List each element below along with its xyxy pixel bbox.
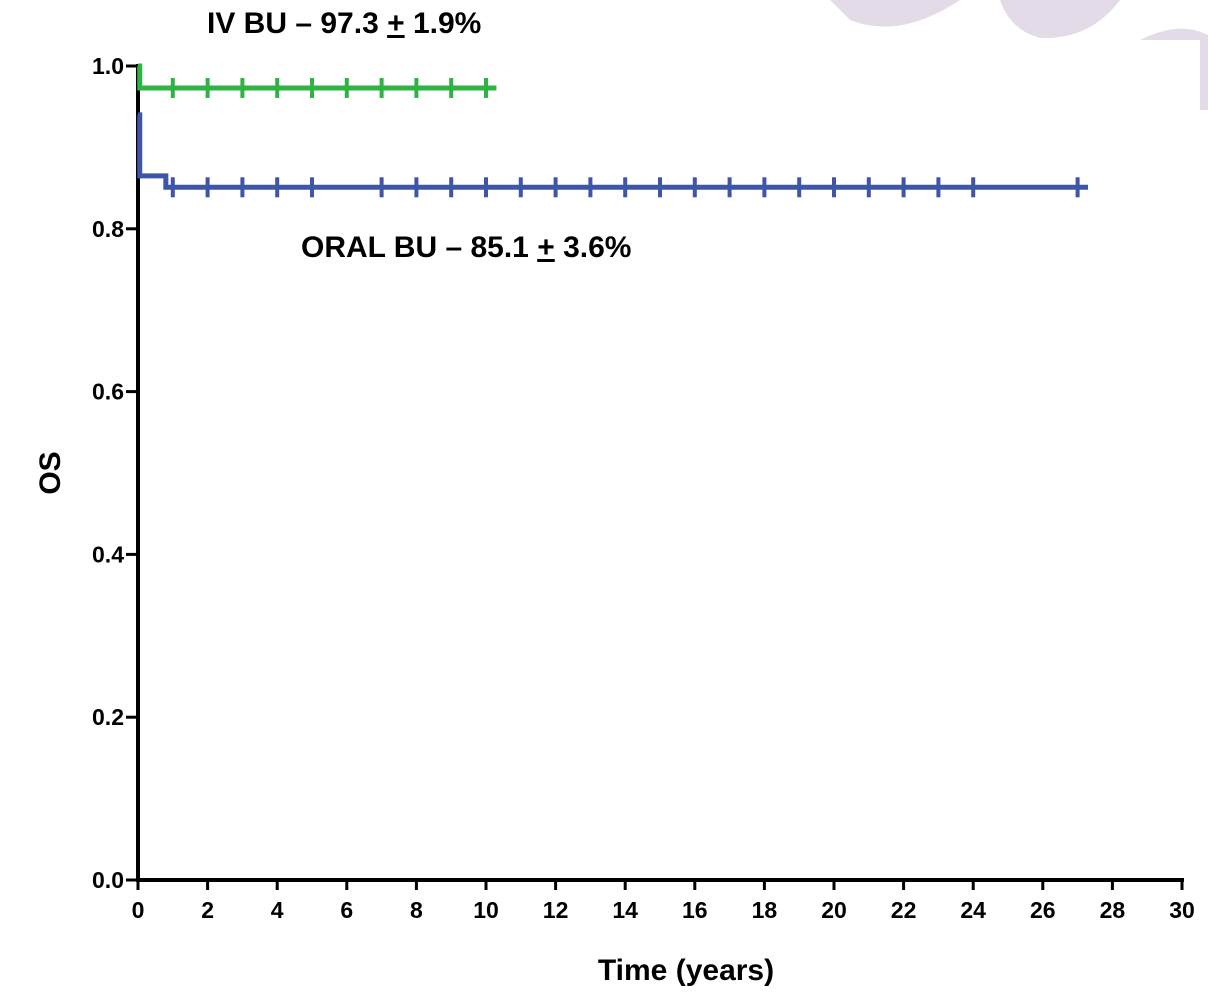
annotation-oral-prefix: ORAL BU – 85.1 [301,231,537,264]
watermark-blob-mid [1000,0,1120,39]
annotation-iv-suffix: 1.9% [405,7,482,40]
y-tick-label-0.8: 0.8 [92,216,124,242]
x-tick-label-26: 26 [1030,897,1056,923]
series-1-curve [137,112,1089,190]
x-tick-label-0: 0 [132,897,145,923]
x-tick-label-28: 28 [1100,897,1126,923]
annotation-layer: IV BU – 97.3 + 1.9% ORAL BU – 85.1 + 3.6… [207,7,631,264]
y-tick-label-0.2: 0.2 [92,704,124,730]
annotation-iv-pm: + [387,7,405,40]
annotation-oral-pm: + [537,231,555,264]
series-1 [137,112,1089,198]
x-tick-label-12: 12 [543,897,569,923]
watermark-blob-right [1140,28,1208,111]
x-tick-label-4: 4 [271,897,284,923]
y-tick-label-1.0: 1.0 [92,53,124,79]
x-tick-label-16: 16 [682,897,708,923]
x-tick-label-30: 30 [1169,897,1195,923]
annotation-oral-bu: ORAL BU – 85.1 + 3.6% [301,231,631,264]
x-tick-label-2: 2 [201,897,214,923]
axes: 0 2 4 6 8 10 12 14 16 18 20 22 24 26 28 300.00.20.40.60… [92,53,1195,923]
y-tick-label-0.6: 0.6 [92,379,124,405]
x-tick-label-22: 22 [891,897,917,923]
x-tick-label-10: 10 [473,897,499,923]
annotation-iv-bu: IV BU – 97.3 + 1.9% [207,7,481,40]
series-0-curve [137,63,497,91]
x-tick-label-18: 18 [752,897,778,923]
x-tick-label-14: 14 [612,897,638,923]
x-tick-label-8: 8 [410,897,423,923]
background-watermark [830,0,1208,111]
x-axis-label: Time (years) [598,954,774,987]
series-0 [137,63,497,98]
y-tick-label-0.4: 0.4 [92,541,124,567]
annotation-oral-suffix: 3.6% [555,231,632,264]
series-layer [137,63,1089,198]
y-tick-label-0.0: 0.0 [92,867,124,893]
y-axis-label: OS [34,451,67,494]
x-tick-label-24: 24 [960,897,986,923]
annotation-iv-prefix: IV BU – 97.3 [207,7,387,40]
watermark-blob-left [830,0,960,27]
x-tick-label-6: 6 [340,897,353,923]
x-tick-label-20: 20 [821,897,847,923]
